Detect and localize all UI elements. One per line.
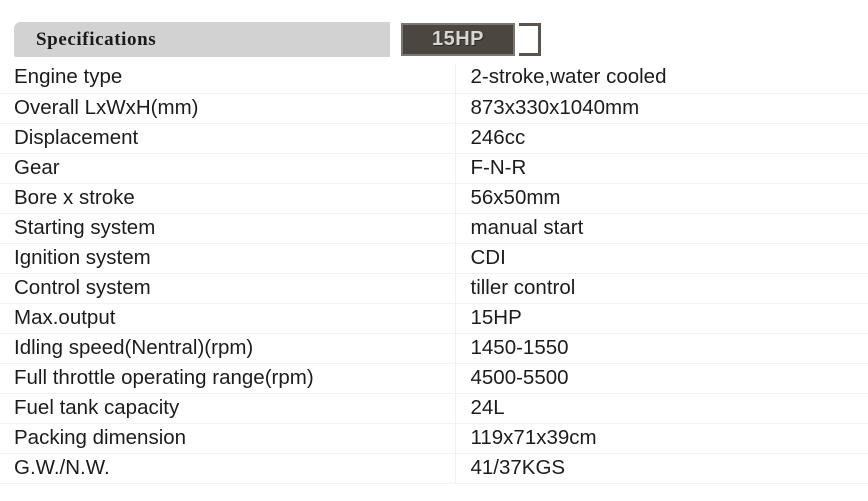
- spec-value: 15HP: [455, 303, 868, 334]
- spec-label: Idling speed(Nentral)(rpm): [0, 333, 456, 364]
- spec-value: CDI: [455, 243, 868, 274]
- table-row: Displacement 246cc: [0, 123, 868, 154]
- spec-label: Starting system: [0, 213, 456, 244]
- spec-value: 24L: [455, 393, 868, 424]
- spec-label: Gear: [0, 153, 456, 184]
- spec-value: 41/37KGS: [455, 453, 868, 484]
- table-row: Ignition system CDI: [0, 243, 868, 274]
- spec-value: manual start: [455, 213, 868, 244]
- spec-label: G.W./N.W.: [0, 453, 456, 484]
- table-row: Idling speed(Nentral)(rpm) 1450-1550: [0, 333, 868, 364]
- spec-value: 1450-1550: [455, 333, 868, 364]
- spec-value: F-N-R: [455, 153, 868, 184]
- spec-label: Engine type: [0, 63, 456, 94]
- spec-label: Max.output: [0, 303, 456, 334]
- table-row: Overall LxWxH(mm) 873x330x1040mm: [0, 93, 868, 124]
- spec-value: 56x50mm: [455, 183, 868, 214]
- spec-value: 119x71x39cm: [455, 423, 868, 454]
- table-row: Full throttle operating range(rpm) 4500-…: [0, 363, 868, 394]
- table-row: Control system tiller control: [0, 273, 868, 304]
- table-row: Bore x stroke 56x50mm: [0, 183, 868, 214]
- table-row: Max.output 15HP: [0, 303, 868, 334]
- spec-value: tiller control: [455, 273, 868, 304]
- horsepower-badge: 15HP: [401, 23, 515, 56]
- table-row: G.W./N.W. 41/37KGS: [0, 453, 868, 484]
- specifications-table-body: Engine type 2-stroke,water cooled Overal…: [0, 63, 868, 484]
- table-row: Gear F-N-R: [0, 153, 868, 184]
- spec-label: Overall LxWxH(mm): [0, 93, 456, 124]
- spec-value: 2-stroke,water cooled: [455, 63, 868, 94]
- spec-label: Packing dimension: [0, 423, 456, 454]
- spec-label: Full throttle operating range(rpm): [0, 363, 456, 394]
- spec-label: Bore x stroke: [0, 183, 456, 214]
- spec-value: 246cc: [455, 123, 868, 154]
- table-row: Packing dimension 119x71x39cm: [0, 423, 868, 454]
- spec-label: Ignition system: [0, 243, 456, 274]
- table-row: Engine type 2-stroke,water cooled: [0, 63, 868, 94]
- spec-label: Control system: [0, 273, 456, 304]
- horsepower-badge-label: 15HP: [431, 28, 485, 50]
- page-title: Specifications: [36, 28, 157, 50]
- table-row: Starting system manual start: [0, 213, 868, 244]
- right-bracket-icon: [519, 23, 541, 56]
- spec-value: 4500-5500: [455, 363, 868, 394]
- spec-label: Displacement: [0, 123, 456, 154]
- spec-header: Specifications 15HP: [0, 20, 868, 60]
- table-row: Fuel tank capacity 24L: [0, 393, 868, 424]
- specifications-title-bar: Specifications: [14, 22, 390, 57]
- spec-label: Fuel tank capacity: [0, 393, 456, 424]
- specifications-table: Engine type 2-stroke,water cooled Overal…: [0, 63, 868, 484]
- spec-value: 873x330x1040mm: [455, 93, 868, 124]
